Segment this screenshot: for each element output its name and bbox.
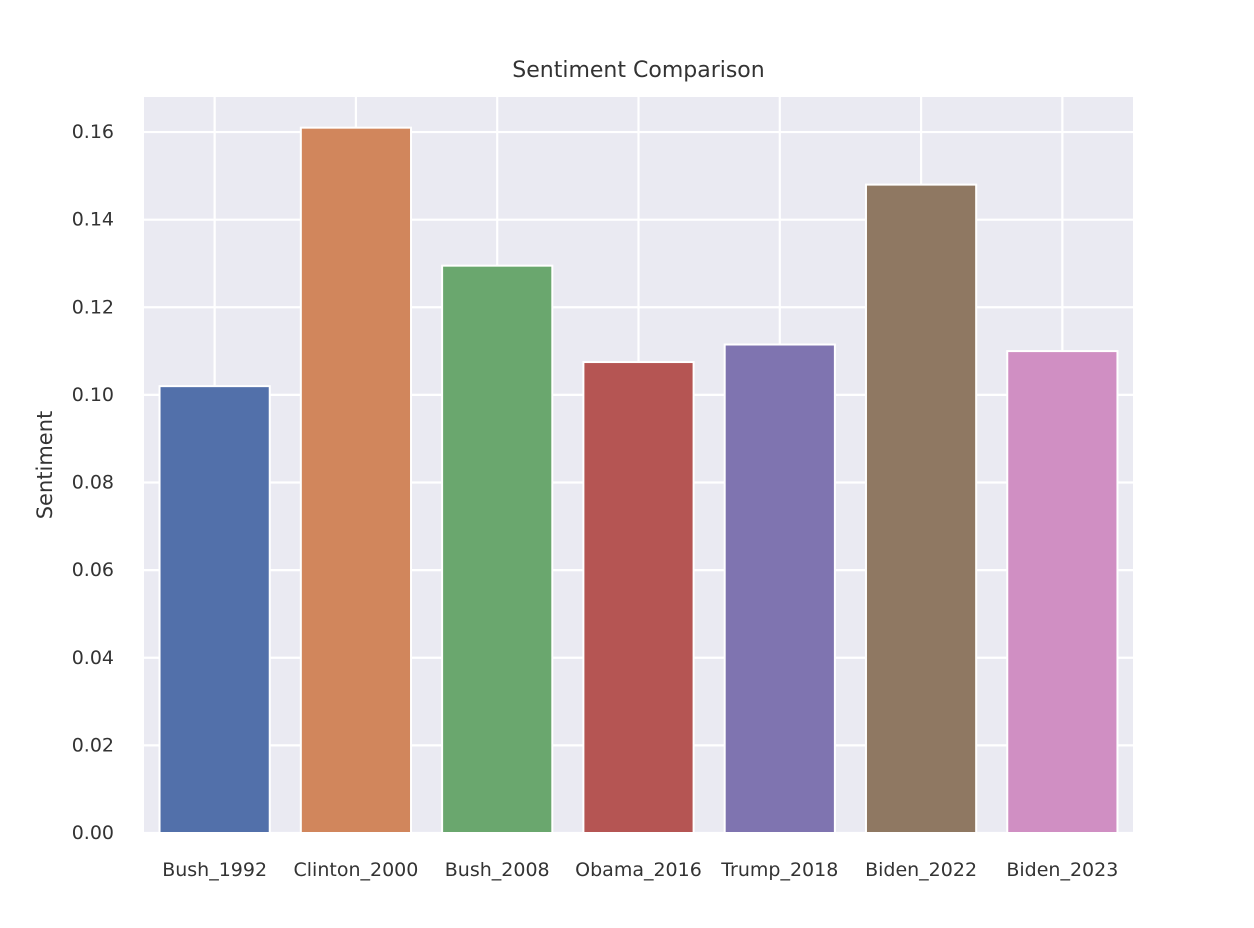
bars bbox=[158, 126, 1119, 835]
bar-trump-2018 bbox=[723, 343, 836, 834]
bar-biden-2023 bbox=[1006, 350, 1119, 834]
y-tick-label: 0.02 bbox=[72, 734, 114, 756]
y-tick-label: 0.10 bbox=[72, 384, 114, 406]
x-tick-label: Trump_2018 bbox=[720, 859, 838, 881]
y-tick-labels: 0.00 0.02 0.04 0.06 0.08 0.10 0.12 0.14 0.16 bbox=[72, 121, 114, 844]
x-tick-label: Clinton_2000 bbox=[294, 859, 419, 881]
x-tick-label: Biden_2022 bbox=[865, 859, 977, 881]
bar-bush-1992 bbox=[158, 385, 271, 834]
bar-clinton-2000 bbox=[299, 126, 413, 834]
chart-title: Sentiment Comparison bbox=[512, 58, 764, 83]
x-tick-label: Bush_1992 bbox=[162, 859, 267, 881]
y-tick-label: 0.16 bbox=[72, 121, 114, 143]
y-tick-label: 0.04 bbox=[72, 647, 114, 669]
x-tick-label: Bush_2008 bbox=[445, 859, 550, 881]
y-tick-label: 0.08 bbox=[72, 472, 114, 494]
bar-bush-2008 bbox=[441, 264, 554, 834]
bar-obama-2016 bbox=[582, 361, 695, 834]
bar-biden-2022 bbox=[864, 183, 978, 835]
x-tick-label: Obama_2016 bbox=[575, 859, 702, 881]
y-tick-label: 0.14 bbox=[72, 209, 114, 231]
y-tick-label: 0.06 bbox=[72, 559, 114, 581]
x-tick-labels: Bush_1992 Clinton_2000 Bush_2008 Obama_2016… bbox=[162, 859, 1118, 881]
x-tick-label: Biden_2023 bbox=[1006, 859, 1118, 881]
y-tick-label: 0.12 bbox=[72, 296, 114, 318]
y-tick-label: 0.00 bbox=[72, 822, 114, 844]
y-axis-label: Sentiment bbox=[33, 411, 57, 520]
